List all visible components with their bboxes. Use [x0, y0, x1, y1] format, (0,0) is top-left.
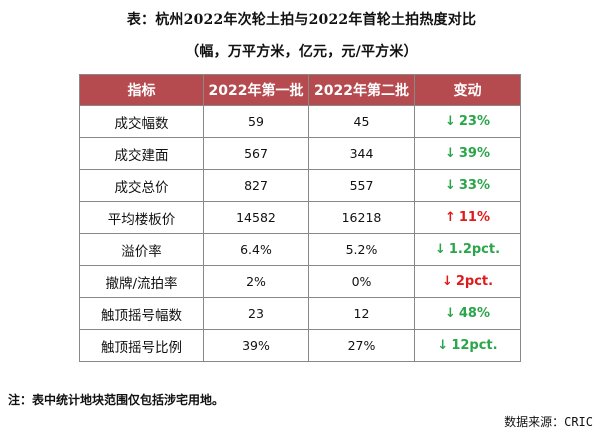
row-label: 平均楼板价	[79, 201, 204, 234]
change-value-cell: ↓ 2pct.	[414, 265, 521, 298]
change-value-cell: ↓ 1.2pct.	[414, 233, 521, 266]
first-batch-value: 2%	[203, 265, 309, 298]
row-label: 成交建面	[79, 137, 204, 170]
second-batch-value: 16218	[308, 201, 415, 234]
change-value: 11%	[458, 210, 491, 225]
down-arrow-icon: ↓	[444, 146, 456, 161]
change-value-cell: ↓ 48%	[414, 297, 521, 330]
change-value: 33%	[458, 178, 491, 193]
down-arrow-icon: ↓	[441, 274, 453, 289]
second-batch-value: 12	[308, 297, 415, 330]
table-row: 撤牌/流拍率 2% 0% ↓ 2pct.	[79, 265, 521, 298]
table-row: 触顶摇号幅数 23 12 ↓ 48%	[79, 297, 521, 330]
row-label: 溢价率	[79, 233, 204, 266]
first-batch-value: 23	[203, 297, 309, 330]
change-value: 23%	[458, 114, 491, 129]
row-label: 撤牌/流拍率	[79, 265, 204, 298]
row-label: 成交总价	[79, 169, 204, 202]
table-row: 平均楼板价 14582 16218 ↑ 11%	[79, 201, 521, 234]
change-value: 48%	[458, 306, 491, 321]
second-batch-value: 0%	[308, 265, 415, 298]
first-batch-value: 6.4%	[203, 233, 309, 266]
down-arrow-icon: ↓	[444, 114, 456, 129]
header-change: 变动	[414, 74, 521, 106]
change-value-cell: ↓ 33%	[414, 169, 521, 202]
row-label: 触顶摇号比例	[79, 329, 204, 362]
change-value: 12pct.	[451, 338, 498, 353]
change-value: 2pct.	[455, 274, 494, 289]
change-value-cell: ↓ 39%	[414, 137, 521, 170]
second-batch-value: 557	[308, 169, 415, 202]
header-first-batch: 2022年第一批	[203, 74, 309, 106]
table-row: 成交幅数 59 45 ↓ 23%	[79, 105, 521, 138]
change-value-cell: ↑ 11%	[414, 201, 521, 234]
down-arrow-icon: ↓	[444, 178, 456, 193]
second-batch-value: 344	[308, 137, 415, 170]
up-arrow-icon: ↑	[444, 210, 456, 225]
second-batch-value: 5.2%	[308, 233, 415, 266]
header-second-batch: 2022年第二批	[308, 74, 415, 106]
second-batch-value: 45	[308, 105, 415, 138]
down-arrow-icon: ↓	[437, 338, 449, 353]
table-row: 成交建面 567 344 ↓ 39%	[79, 137, 521, 170]
table-row: 成交总价 827 557 ↓ 33%	[79, 169, 521, 202]
change-value: 39%	[458, 146, 491, 161]
first-batch-value: 59	[203, 105, 309, 138]
first-batch-value: 827	[203, 169, 309, 202]
change-value: 1.2pct.	[448, 242, 501, 257]
footnote: 注：表中统计地块范围仅包括涉宅用地。	[8, 393, 225, 407]
second-batch-value: 27%	[308, 329, 415, 362]
down-arrow-icon: ↓	[444, 306, 456, 321]
change-value-cell: ↓ 12pct.	[414, 329, 521, 362]
row-label: 触顶摇号幅数	[79, 297, 204, 330]
table-row: 溢价率 6.4% 5.2% ↓ 1.2pct.	[79, 233, 521, 266]
down-arrow-icon: ↓	[434, 242, 446, 257]
first-batch-value: 567	[203, 137, 309, 170]
first-batch-value: 39%	[203, 329, 309, 362]
header-indicator: 指标	[79, 74, 204, 106]
change-value-cell: ↓ 23%	[414, 105, 521, 138]
table-title: 表：杭州2022年次轮土拍与2022年首轮土拍热度对比	[126, 12, 477, 28]
table-body: 成交幅数 59 45 ↓ 23% 成交建面 567 344 ↓ 39% 成交总价 827 557 ↓ 33%…	[79, 105, 521, 362]
table-row: 触顶摇号比例 39% 27% ↓ 12pct.	[79, 329, 521, 362]
comparison-table: 指标 2022年第一批 2022年第二批 变动 成交幅数 59 45 ↓ 23% 成交建面…	[79, 74, 521, 362]
table-subtitle: （幅，万平方米，亿元，元/平方米）	[185, 44, 418, 60]
row-label: 成交幅数	[79, 105, 204, 138]
table-header-row: 指标 2022年第一批 2022年第二批 变动	[79, 74, 521, 106]
first-batch-value: 14582	[203, 201, 309, 234]
data-source: 数据来源：CRIC	[504, 415, 593, 429]
